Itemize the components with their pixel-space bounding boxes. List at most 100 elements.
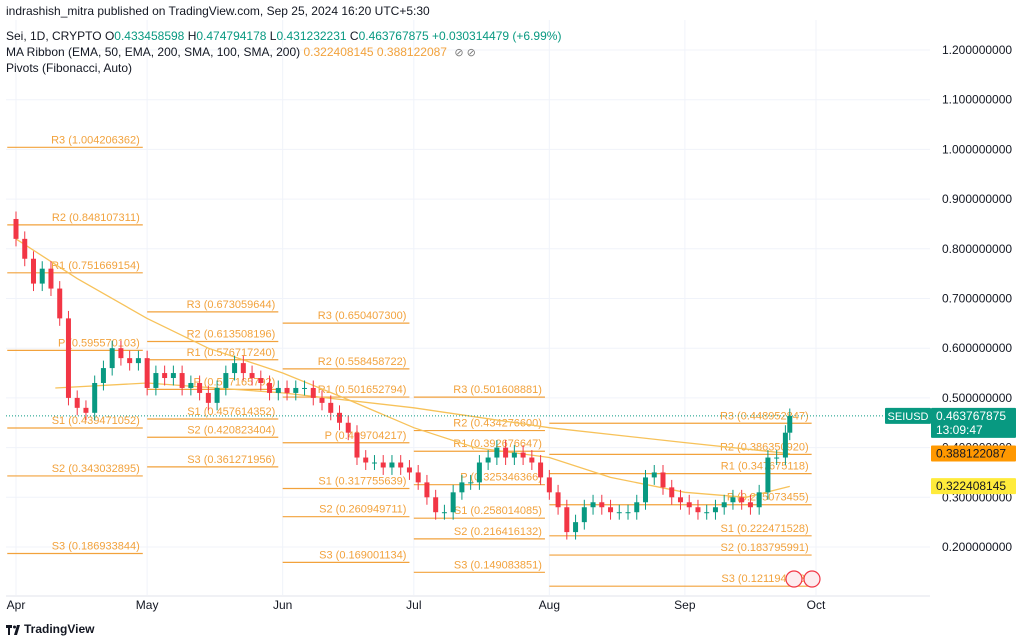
candle-body (747, 502, 753, 508)
candle-body (546, 477, 552, 493)
change-value: +0.030314479 (+6.99%) (432, 29, 562, 43)
candle-body (406, 467, 412, 473)
candle-body (721, 502, 727, 508)
candle-body (625, 512, 631, 514)
ribbon-name[interactable]: MA Ribbon (EMA, 50, EMA, 200, SMA, 100, … (6, 45, 301, 59)
close-value: 0.463767875 (358, 29, 429, 43)
pivot-label-p: P (0.325346366) (460, 472, 542, 484)
x-tick-label: Jul (406, 598, 421, 612)
event-flag-icon[interactable] (803, 570, 821, 588)
pivot-label-s2: S2 (0.420823404) (187, 424, 275, 436)
y-tick-label: 1.100000000 (942, 93, 1012, 107)
candle-body (529, 457, 535, 463)
legend-ribbon-line: MA Ribbon (EMA, 50, EMA, 200, SMA, 100, … (6, 45, 476, 59)
candle-body (65, 318, 71, 398)
candle-body (371, 462, 377, 464)
close-label: C (349, 29, 359, 43)
candle-body (520, 452, 526, 458)
candle-body (74, 397, 80, 408)
pivot-label-r1: R1 (0.751669154) (51, 260, 140, 272)
pivot-label-p: P (0.517165792) (194, 376, 276, 388)
candles (13, 211, 793, 540)
candle-body (144, 358, 150, 388)
candle-body (258, 378, 264, 383)
candle-body (179, 373, 185, 388)
y-tick-label: 0.600000000 (942, 341, 1012, 355)
candle-body (170, 373, 176, 379)
candle-body (389, 462, 395, 468)
ma-line (55, 382, 790, 455)
candle-body (310, 387, 316, 398)
pivot-label-s2: S2 (0.260949711) (319, 504, 406, 516)
y-tick-label: 0.700000000 (942, 292, 1012, 306)
candle-body (188, 382, 194, 388)
ma-ribbon (15, 238, 790, 498)
pivot-label-r2: R2 (0.434276600) (453, 418, 542, 430)
high-label: H (187, 29, 197, 43)
pivot-label-r3: R3 (0.673059644) (187, 299, 276, 311)
candle-body (651, 472, 657, 478)
candle-body (354, 432, 360, 458)
candle-body (686, 502, 692, 508)
candle-body (92, 382, 98, 413)
candle-body (302, 387, 308, 389)
pivot-label-r1: R1 (0.501652794) (318, 384, 407, 396)
candle-body (162, 373, 168, 379)
pivot-label-s1: S1 (0.222471528) (721, 523, 809, 535)
high-value: 0.474794178 (196, 29, 267, 43)
event-icons[interactable] (785, 570, 821, 588)
x-tick-label: Jun (273, 598, 292, 612)
candle-body (599, 502, 605, 508)
candle-body (503, 447, 509, 458)
candle-body (704, 512, 710, 514)
pivots-name[interactable]: Pivots (Fibonacci, Auto) (6, 61, 133, 75)
x-tick-label: Sep (674, 598, 696, 612)
pivot-label-p: P (0.409704217) (325, 430, 407, 442)
x-tick-label: May (136, 598, 159, 612)
candle-body (118, 348, 124, 359)
candle-body (433, 497, 439, 513)
candle-body (267, 382, 273, 393)
candle-body (197, 382, 203, 393)
y-tick-label: 1.000000000 (942, 142, 1012, 156)
candle-body (634, 502, 640, 513)
y-tick-label: 1.200000000 (942, 43, 1012, 57)
pivot-label-s1: S1 (0.317755639) (318, 475, 406, 487)
open-value: 0.433458598 (114, 29, 185, 43)
pivot-label-r1: R1 (0.576717240) (187, 347, 276, 359)
candle-body (573, 522, 579, 533)
candle-body (441, 512, 447, 514)
candle-body (205, 392, 211, 403)
candle-body (450, 492, 456, 513)
publisher-text: indrashish_mitra published on TradingVie… (6, 4, 430, 18)
last-price-text: 0.463767875 (936, 409, 1006, 423)
candle-body (232, 363, 238, 374)
candle-body (787, 415, 793, 433)
candle-body (660, 472, 666, 488)
pivot-label-r3: R3 (1.004206362) (51, 134, 140, 146)
hidden-eye-icon[interactable]: ⊘ ⊘ (454, 47, 476, 59)
candle-body (669, 487, 675, 498)
pivot-label-s3: S3 (0.361271956) (187, 454, 275, 466)
symbol-name[interactable]: Sei, 1D, CRYPTO (6, 29, 102, 43)
pivot-label-r1: R1 (0.347675118) (721, 461, 809, 473)
candle-body (48, 268, 54, 289)
candle-body (363, 457, 369, 463)
candle-body (127, 358, 133, 364)
candle-body (459, 482, 465, 493)
candle-body (774, 457, 780, 459)
event-flag-icon[interactable] (785, 570, 803, 588)
pivot-label-s2: S2 (0.343032895) (52, 463, 140, 475)
legend-symbol-line: Sei, 1D, CRYPTO O0.433458598 H0.47479417… (6, 29, 561, 43)
candle-body (153, 373, 159, 388)
ma200-badge (931, 445, 1016, 462)
candle-body (765, 457, 771, 493)
candle-body (564, 507, 570, 533)
pivot-label-r3: R3 (0.650407300) (318, 310, 407, 322)
ribbon-value-2: 0.388122087 (376, 45, 447, 59)
candle-body (30, 258, 36, 284)
symbol-badge-text: SEIUSD (888, 411, 929, 423)
y-tick-label: 0.800000000 (942, 242, 1012, 256)
pivot-label-r3: R3 (0.501608881) (453, 384, 542, 396)
